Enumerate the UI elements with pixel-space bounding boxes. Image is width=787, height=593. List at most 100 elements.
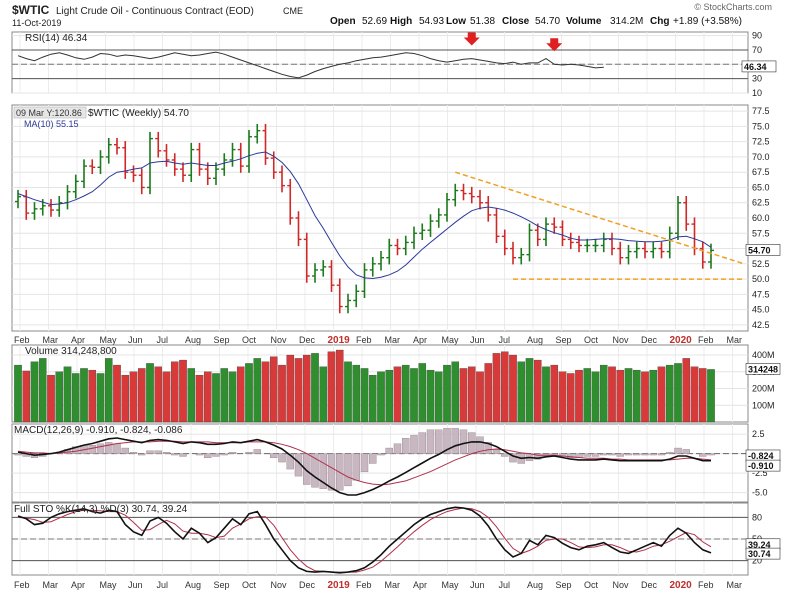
volume-bar bbox=[96, 373, 105, 423]
price-tooltip-bg bbox=[13, 106, 87, 119]
moving-average-line bbox=[17, 151, 712, 280]
volume-bar bbox=[146, 363, 154, 423]
x-axis-label-bottom: Sep bbox=[556, 580, 572, 590]
y-tick-label: 47.5 bbox=[752, 289, 770, 299]
volume-bar bbox=[113, 364, 121, 423]
macd-histogram-bar bbox=[352, 453, 360, 481]
y-tick-label: -5.0 bbox=[752, 488, 768, 498]
macd-histogram-bar bbox=[228, 452, 237, 454]
y-tick-label: 90 bbox=[752, 31, 762, 41]
macd-histogram-bar bbox=[410, 435, 418, 454]
macd-histogram-bar bbox=[666, 452, 674, 454]
svg-text:Low: Low bbox=[446, 16, 466, 27]
volume-bar bbox=[682, 358, 691, 423]
volume-bar bbox=[195, 374, 204, 423]
x-axis-label: Feb bbox=[356, 335, 372, 345]
y-tick-label: 57.5 bbox=[752, 228, 770, 238]
sto-d-line bbox=[17, 507, 712, 573]
macd-histogram-bar bbox=[443, 428, 451, 454]
price-current-value: 54.70 bbox=[748, 245, 771, 255]
x-axis-label: Dec bbox=[641, 335, 658, 345]
macd-histogram-bar bbox=[286, 453, 294, 470]
volume-bar bbox=[179, 359, 187, 423]
macd-histogram-bar bbox=[327, 453, 336, 491]
rsi-line bbox=[17, 51, 604, 79]
x-axis-label-bottom: Feb bbox=[356, 580, 372, 590]
volume-bar bbox=[327, 351, 336, 423]
volume-bar bbox=[154, 366, 163, 423]
x-axis-label-bottom: 2019 bbox=[328, 580, 351, 591]
volume-bar bbox=[319, 366, 328, 423]
y-tick-label: 65.0 bbox=[752, 182, 770, 192]
macd-histogram-bar bbox=[377, 453, 385, 456]
volume-bar bbox=[377, 371, 385, 423]
volume-bar bbox=[707, 369, 715, 423]
macd-histogram-bar bbox=[451, 428, 459, 454]
x-axis-label: Nov bbox=[613, 335, 630, 345]
x-axis-label: Sep bbox=[556, 335, 572, 345]
volume-bar bbox=[698, 368, 707, 423]
x-axis-label-bottom: Sep bbox=[214, 580, 230, 590]
y-tick-label: 200M bbox=[752, 384, 775, 394]
volume-bar bbox=[47, 374, 55, 423]
chart-date: 11-Oct-2019 bbox=[12, 18, 61, 28]
volume-bar bbox=[476, 371, 484, 423]
x-axis-label: Jun bbox=[128, 335, 143, 345]
volume-bar bbox=[88, 369, 97, 423]
chart-description: Light Crude Oil - Continuous Contract (E… bbox=[56, 6, 254, 17]
volume-bar bbox=[385, 369, 394, 423]
volume-bar bbox=[104, 358, 113, 423]
x-axis-label-bottom: Mar bbox=[727, 580, 743, 590]
macd-histogram-bar bbox=[195, 453, 204, 456]
macd-histogram-bar bbox=[591, 453, 600, 457]
macd-histogram-bar bbox=[583, 453, 591, 457]
macd-histogram-bar bbox=[113, 443, 121, 454]
macd-histogram-bar bbox=[402, 438, 410, 454]
volume-current-value-bg bbox=[745, 363, 781, 375]
volume-bar bbox=[236, 366, 245, 423]
sto-d-value: 39.24 bbox=[748, 540, 771, 550]
trendline bbox=[455, 171, 745, 265]
y-tick-label: 400M bbox=[752, 350, 775, 360]
svg-text:54.70: 54.70 bbox=[535, 16, 560, 27]
svg-text:Open: Open bbox=[330, 16, 356, 27]
volume-bar bbox=[624, 368, 633, 423]
volume-bar bbox=[500, 351, 509, 423]
price-current-value-bg bbox=[745, 244, 781, 256]
x-axis-label-bottom: Dec bbox=[299, 580, 316, 590]
x-axis-label: Jun bbox=[470, 335, 485, 345]
volume-bar bbox=[360, 368, 369, 423]
macd-histogram-bar bbox=[509, 453, 517, 463]
x-axis-label-bottom: Aug bbox=[185, 580, 201, 590]
macd-histogram-bar bbox=[657, 453, 666, 456]
x-axis-label: Dec bbox=[299, 335, 316, 345]
x-axis-label-bottom: Aug bbox=[527, 580, 543, 590]
macd-histogram-bar bbox=[649, 453, 657, 456]
x-axis-label-bottom: Feb bbox=[14, 580, 30, 590]
volume-bar bbox=[220, 368, 229, 423]
macd-histogram-bar bbox=[501, 453, 509, 457]
macd-histogram-bar bbox=[278, 453, 286, 463]
volume-bar bbox=[542, 366, 550, 423]
volume-bar bbox=[517, 361, 526, 423]
x-axis-label: Oct bbox=[242, 335, 257, 345]
volume-bar bbox=[533, 359, 542, 423]
svg-text:Volume: Volume bbox=[566, 16, 602, 27]
volume-bar bbox=[302, 354, 311, 423]
macd-histogram-bar bbox=[171, 453, 179, 456]
volume-current-value: 314248 bbox=[748, 364, 778, 374]
volume-bar bbox=[459, 368, 468, 423]
volume-bar bbox=[451, 361, 460, 423]
volume-bar bbox=[344, 361, 352, 423]
y-tick-label: 75.0 bbox=[752, 121, 770, 131]
macd-histogram-bar bbox=[360, 453, 369, 473]
price-tooltip: 09 Mar Y:120.86 bbox=[16, 108, 82, 118]
volume-bar bbox=[632, 369, 641, 423]
y-tick-label: 77.5 bbox=[752, 106, 770, 116]
volume-bar bbox=[203, 371, 212, 423]
volume-title: Volume 314,248,800 bbox=[25, 346, 117, 357]
x-axis-label: Oct bbox=[584, 335, 599, 345]
x-axis-label: Apr bbox=[413, 335, 427, 345]
y-tick-label: 50.0 bbox=[752, 274, 770, 284]
